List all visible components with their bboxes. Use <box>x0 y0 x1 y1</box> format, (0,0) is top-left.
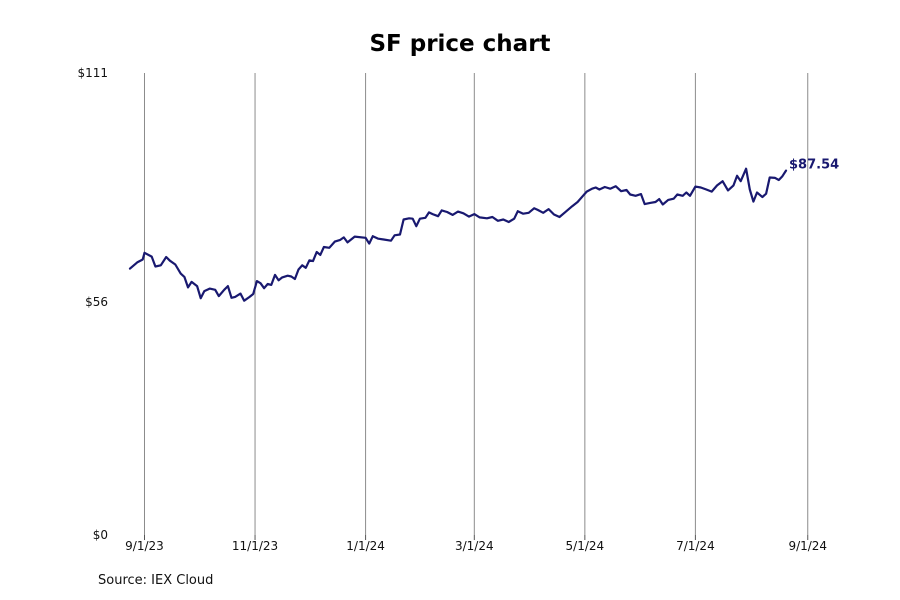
x-axis-ticks: 9/1/23 11/1/23 1/1/24 3/1/24 5/1/24 7/1/24 9/1… <box>125 535 827 553</box>
y-axis-ticks: $111 $56 $0 <box>77 66 108 542</box>
series-line-0 <box>128 167 788 302</box>
price-series <box>128 167 788 302</box>
x-tick-label-1: 11/1/23 <box>232 539 278 553</box>
x-tick-label-2: 1/1/24 <box>346 539 385 553</box>
chart-title: SF price chart <box>369 31 550 57</box>
x-tick-label-4: 5/1/24 <box>566 539 605 553</box>
source-note: Source: IEX Cloud <box>98 573 214 588</box>
last-price-label: $87.54 <box>789 158 839 173</box>
y-tick-label-2: $0 <box>93 528 108 542</box>
gridlines <box>143 73 809 535</box>
x-tick-label-3: 3/1/24 <box>455 539 494 553</box>
x-tick-label-5: 7/1/24 <box>676 539 715 553</box>
y-tick-label-1: $56 <box>85 295 108 309</box>
x-tick-label-0: 9/1/23 <box>125 539 164 553</box>
y-tick-label-0: $111 <box>77 66 108 80</box>
x-tick-label-6: 9/1/24 <box>788 539 827 553</box>
